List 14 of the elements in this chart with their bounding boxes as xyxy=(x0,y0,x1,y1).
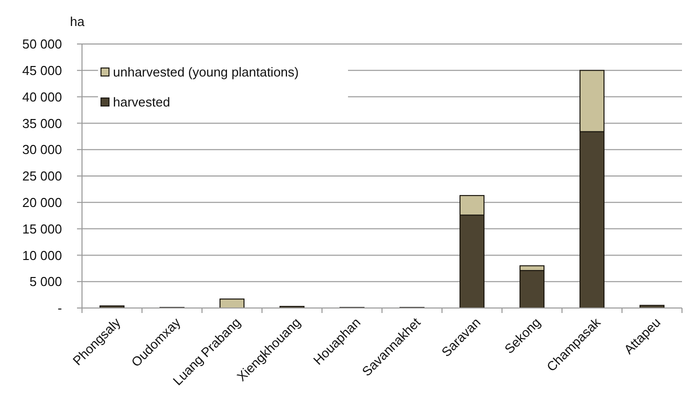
y-tick-label: 25 000 xyxy=(22,168,62,184)
y-tick-label: 35 000 xyxy=(22,116,62,131)
legend-label: harvested xyxy=(113,94,170,110)
y-tick-label: 40 000 xyxy=(22,89,62,104)
y-tick-label: 5 000 xyxy=(29,274,62,290)
y-tick-label: 20 000 xyxy=(22,194,62,210)
y-axis-title: ha xyxy=(70,14,86,29)
y-tick-label: 50 000 xyxy=(22,36,62,52)
y-tick-label: 15 000 xyxy=(22,221,62,236)
y-tick-label: 30 000 xyxy=(22,142,62,158)
legend-label: unharvested (young plantations) xyxy=(113,64,299,80)
y-tick-label: 10 000 xyxy=(22,248,62,263)
y-tick-label: - xyxy=(58,300,62,316)
y-tick-label: 45 000 xyxy=(22,62,62,78)
